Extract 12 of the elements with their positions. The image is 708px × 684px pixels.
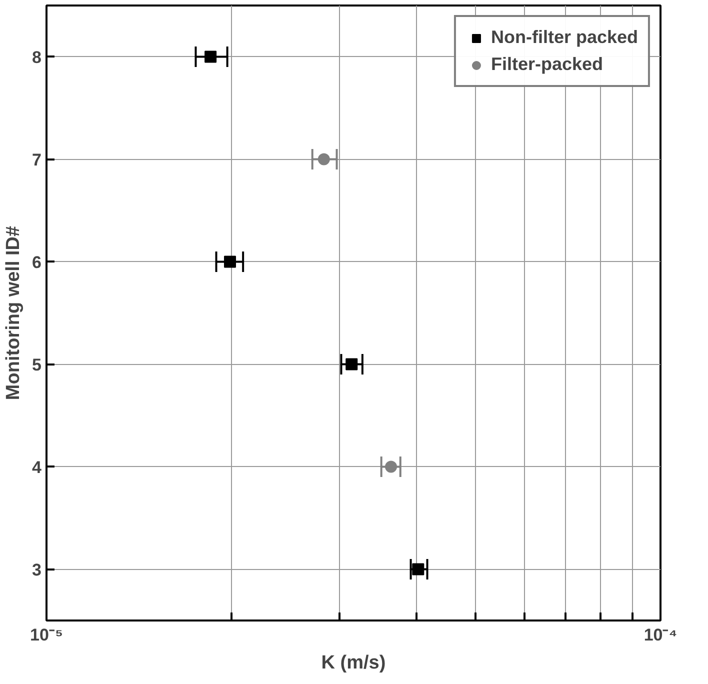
y-axis-title: Monitoring well ID# xyxy=(3,225,24,400)
x-tick-label: 10⁻⁴ xyxy=(644,626,678,644)
y-tick-label: 5 xyxy=(32,355,42,374)
legend-label: Filter-packed xyxy=(490,54,604,75)
y-tick-label: 3 xyxy=(32,560,42,580)
x-tick-label: 10⁻⁵ xyxy=(30,626,63,644)
y-tick-label: 4 xyxy=(32,458,42,477)
y-tick-label: 7 xyxy=(32,150,42,170)
legend-label: Non-filter packed xyxy=(490,27,638,48)
x-axis-title: K (m/s) xyxy=(321,652,386,674)
y-tick-label: 8 xyxy=(32,48,42,67)
y-tick-label: 6 xyxy=(32,252,42,272)
